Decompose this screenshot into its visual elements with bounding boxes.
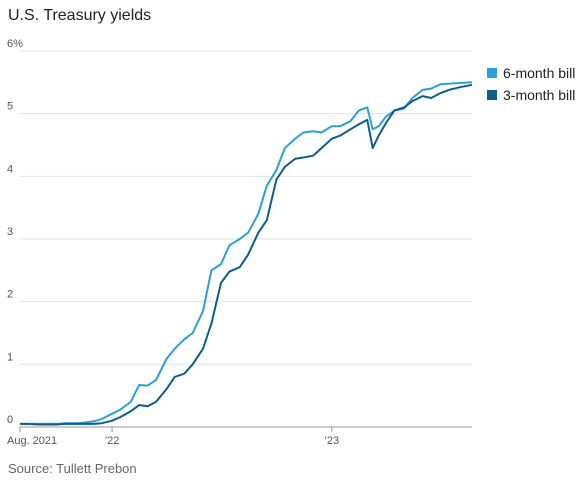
legend-item-6-month-bill: 6-month bill — [487, 62, 575, 84]
legend-item-3-month-bill: 3-month bill — [487, 84, 575, 106]
legend-label-6-month-bill: 6-month bill — [503, 65, 576, 81]
chart-title: U.S. Treasury yields — [8, 7, 152, 24]
y-tick-label-3: 3 — [7, 226, 13, 238]
legend-swatch-6-month-bill — [487, 68, 497, 78]
legend: 6-month bill 3-month bill — [487, 62, 575, 106]
chart-source: Source: Tullett Prebon — [8, 461, 137, 476]
y-tick-label-6: 6% — [7, 38, 23, 50]
legend-label-3-month-bill: 3-month bill — [503, 87, 576, 103]
legend-swatch-3-month-bill — [487, 90, 497, 100]
y-tick-label-2: 2 — [7, 289, 13, 301]
x-tick-label-0: Aug. 2021 — [7, 435, 57, 447]
x-tick-label-1: ’22 — [105, 435, 120, 447]
grid-layer — [20, 50, 472, 428]
x-tick-label-2: ’23 — [324, 435, 339, 447]
axis-layer: 0 1 2 3 4 5 6% Aug. 2021 ’22 ’23 — [7, 38, 339, 447]
series-line-6-month-bill — [20, 81, 473, 425]
series-line-3-month-bill — [20, 83, 473, 426]
y-tick-label-1: 1 — [7, 351, 13, 363]
y-tick-label-4: 4 — [7, 163, 13, 175]
y-tick-label-0: 0 — [7, 414, 13, 426]
series-layer — [20, 81, 473, 426]
y-tick-label-5: 5 — [7, 101, 13, 113]
